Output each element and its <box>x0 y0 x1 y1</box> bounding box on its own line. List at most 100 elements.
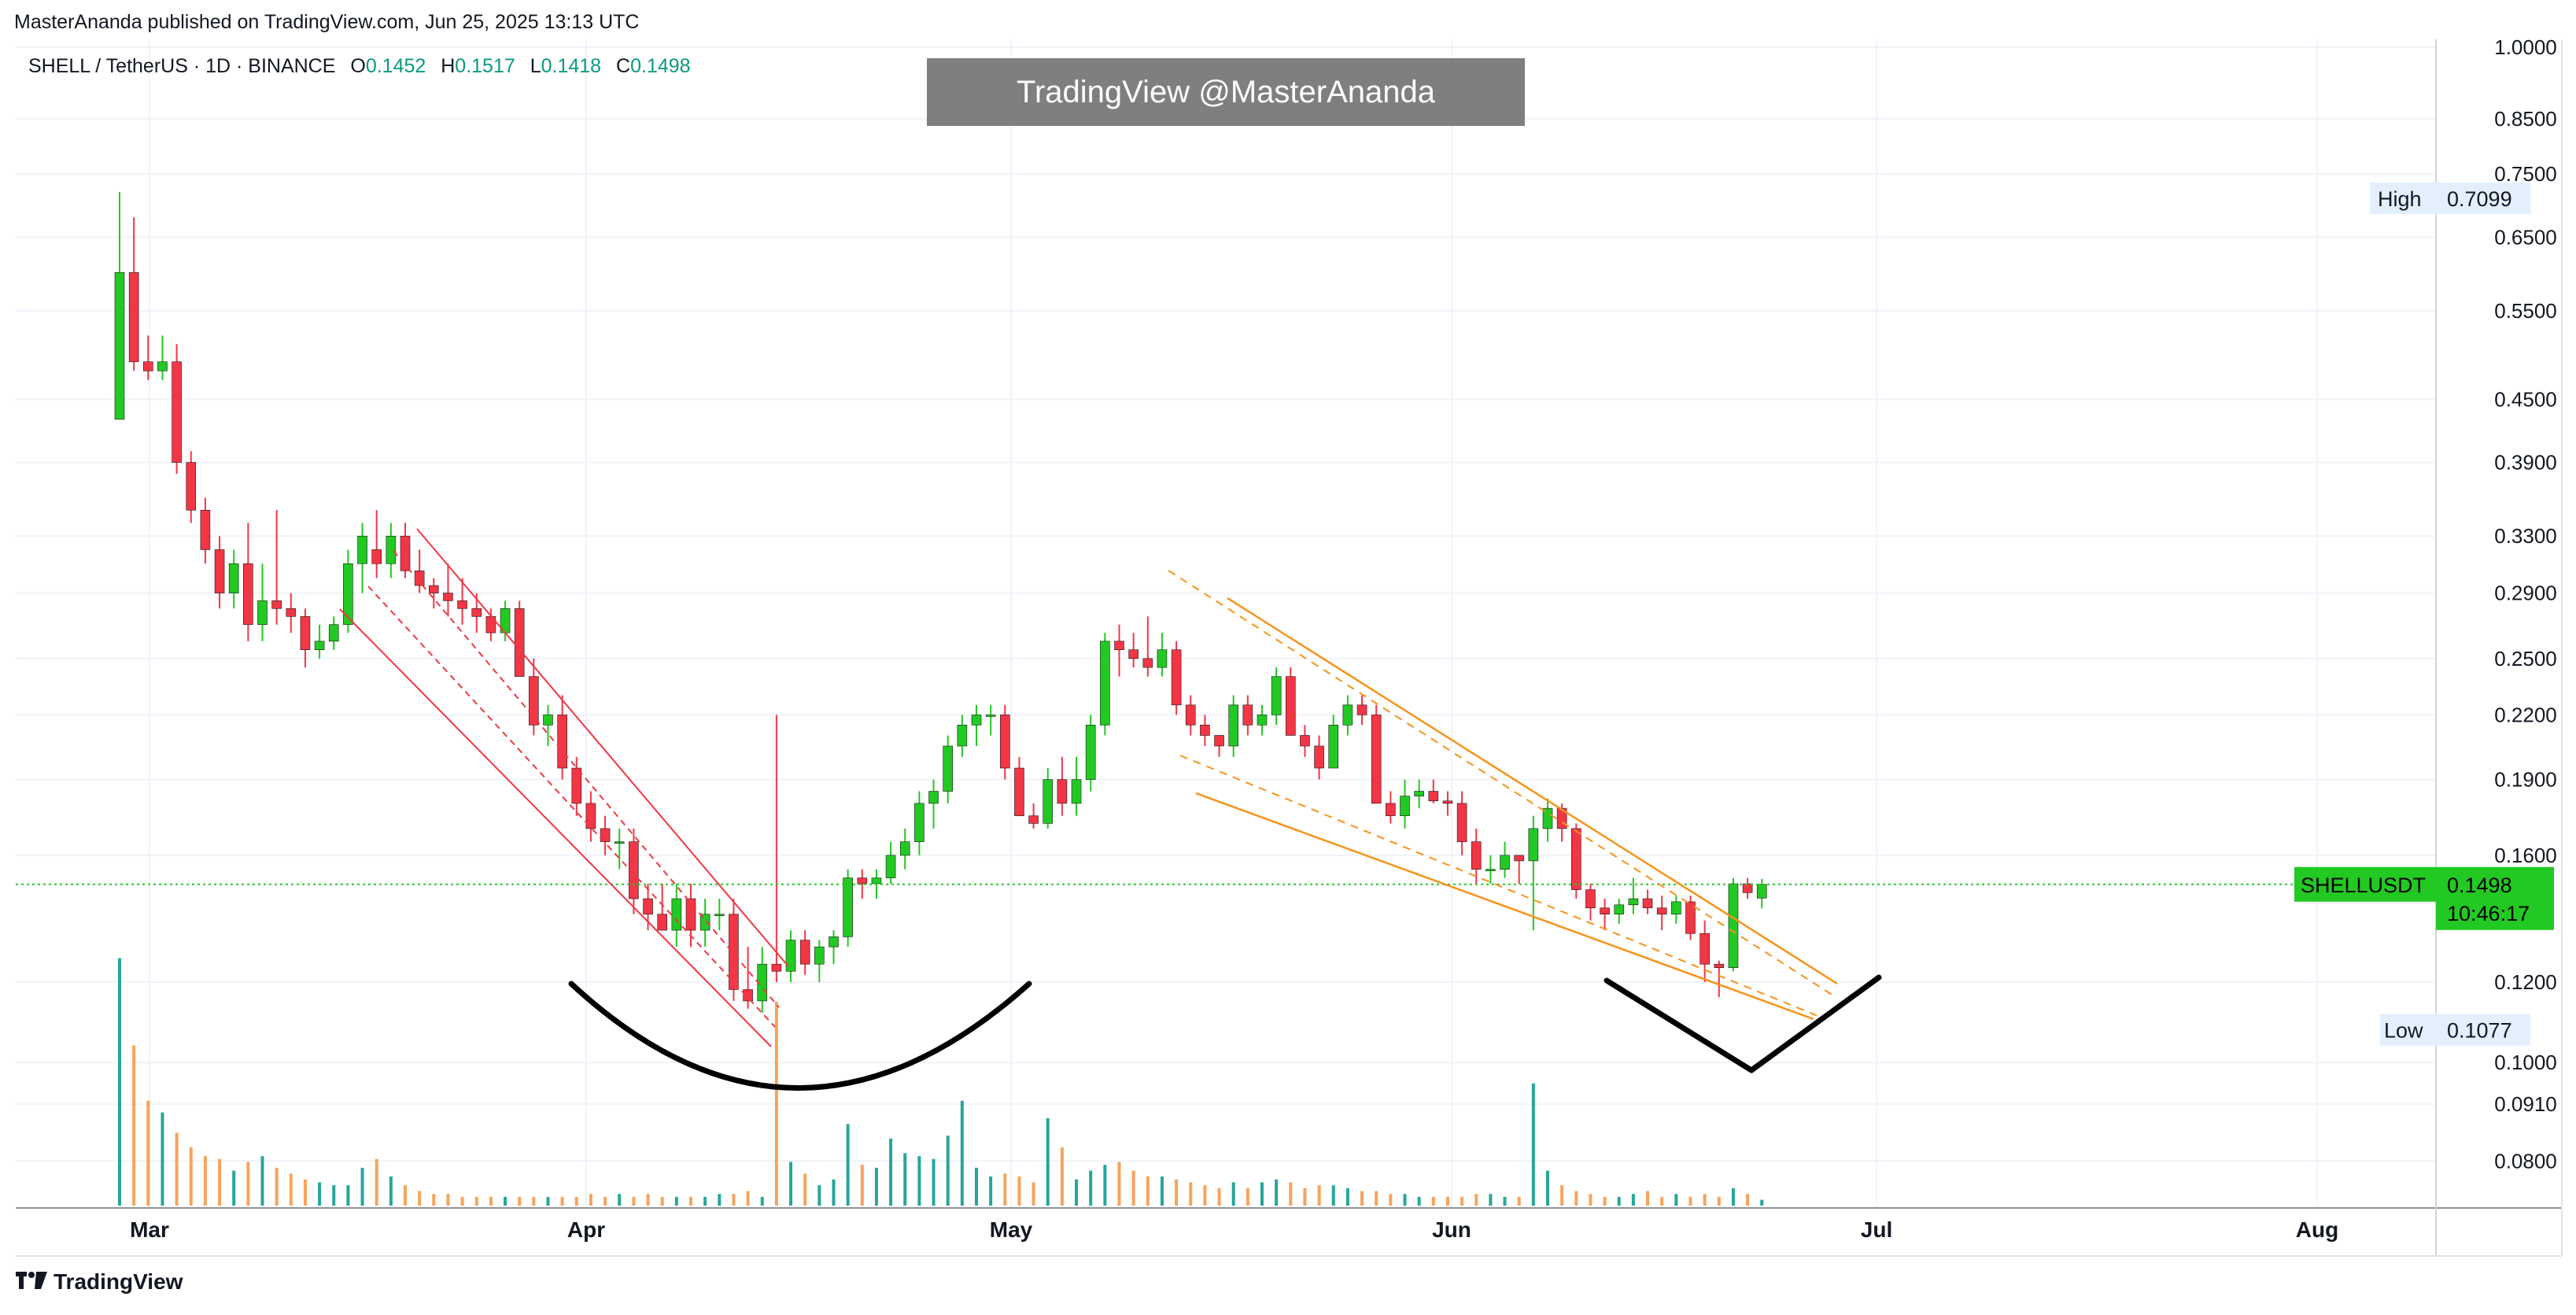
volume-bar <box>218 1158 222 1206</box>
candle-body <box>1171 649 1182 706</box>
candle-body <box>228 563 239 593</box>
candle-body <box>1428 791 1439 802</box>
candle-body <box>1471 841 1482 870</box>
volume-bar <box>489 1196 493 1206</box>
low-value: 0.1418 <box>541 55 602 77</box>
volume-bar <box>889 1138 893 1206</box>
price-tick-label: 0.2900 <box>2494 582 2557 605</box>
time-tick-label: Apr <box>567 1217 605 1242</box>
volume-bar <box>1331 1185 1335 1206</box>
volume-bar <box>1531 1083 1535 1206</box>
candle-body <box>629 841 639 899</box>
volume-bar <box>789 1162 793 1206</box>
volume-bar <box>618 1194 622 1206</box>
candle-body <box>343 563 353 625</box>
candle-body <box>457 600 467 609</box>
candle-body <box>799 940 810 965</box>
volume-bar <box>760 1196 764 1206</box>
open-value: 0.1452 <box>365 55 426 77</box>
volume-bar <box>960 1100 964 1206</box>
candle-body <box>1128 649 1139 659</box>
volume-bar <box>589 1194 592 1206</box>
candle-body <box>928 791 939 804</box>
volume-bar <box>1517 1196 1521 1206</box>
volume-bar <box>1203 1185 1207 1206</box>
volume-bar <box>646 1194 650 1206</box>
volume-bar <box>260 1156 264 1206</box>
candlesticks <box>114 192 1767 1013</box>
candle-body <box>1100 641 1110 726</box>
candle-body <box>1071 779 1082 804</box>
candle-body <box>1085 725 1096 780</box>
high-value: 0.7099 <box>2447 187 2512 211</box>
candle-body <box>243 563 253 625</box>
candle-body <box>328 624 339 642</box>
candle-body <box>657 914 668 931</box>
price-tick-label: 0.2200 <box>2494 703 2557 726</box>
volume-bar <box>460 1196 464 1206</box>
symbol-legend: SHELL / TetherUS · 1D · BINANCE O0.1452 … <box>28 55 691 78</box>
volume-bar <box>1075 1179 1079 1206</box>
volume-bar <box>1403 1194 1407 1206</box>
volume-bar <box>746 1191 750 1206</box>
volume-bar <box>603 1196 607 1206</box>
volume-bar <box>1617 1196 1621 1206</box>
price-tick-label: 0.1600 <box>2494 844 2557 867</box>
candle-body <box>1628 898 1639 906</box>
candle-body <box>186 462 197 511</box>
volume-bar <box>318 1182 322 1206</box>
price-tick-label: 0.7500 <box>2494 162 2557 186</box>
volume-bar <box>1046 1118 1050 1206</box>
candle-body <box>529 676 539 726</box>
volume-bar <box>660 1196 664 1206</box>
close-label: C <box>616 55 631 77</box>
volume-bar <box>175 1132 179 1206</box>
wedge-dashed-line <box>1179 755 1826 1020</box>
volume-bar <box>1560 1185 1564 1206</box>
volume-bar <box>1760 1199 1764 1206</box>
volume-bar <box>289 1173 293 1206</box>
volume-bar <box>632 1196 636 1206</box>
volume-bar <box>1217 1188 1221 1206</box>
price-tick-label: 0.3300 <box>2494 524 2557 548</box>
time-tick-label: Jun <box>1432 1217 1471 1242</box>
candle-body <box>1442 800 1453 804</box>
volume-bar <box>846 1124 850 1206</box>
symbol-name[interactable]: SHELL / TetherUS · 1D · BINANCE <box>28 55 336 77</box>
volume-bar <box>932 1158 936 1206</box>
volume-bar <box>832 1179 836 1206</box>
price-tick-label: 0.4500 <box>2494 387 2557 411</box>
volume-bar <box>560 1196 564 1206</box>
candle-body <box>571 767 582 804</box>
volume-bar <box>303 1179 307 1206</box>
candle-body <box>643 898 653 914</box>
candle-body <box>1257 715 1268 726</box>
candle-body <box>1057 779 1068 804</box>
candle-body <box>899 841 910 856</box>
candle-body <box>357 535 367 564</box>
tradingview-brand[interactable]: TradingView <box>16 1269 183 1295</box>
volume-bar <box>1303 1188 1307 1206</box>
volume-bar <box>1589 1194 1592 1206</box>
volume-bar <box>917 1156 921 1206</box>
candle-body <box>1699 933 1710 965</box>
rounded-bottom-curve <box>568 981 1032 1091</box>
volume-bar <box>1289 1182 1293 1206</box>
volume-bar <box>1631 1194 1635 1206</box>
candle-body <box>814 946 825 965</box>
volume-bar <box>389 1176 393 1206</box>
price-tick-label: 0.1200 <box>2494 970 2557 994</box>
high-label: H <box>441 55 456 77</box>
bar-countdown: 10:46:17 <box>2447 902 2530 925</box>
candle-body <box>857 877 868 885</box>
volume-bar <box>1703 1194 1707 1206</box>
candle-body <box>771 963 782 972</box>
candle-body <box>1614 904 1625 914</box>
candle-body <box>1114 641 1124 650</box>
candle-body <box>386 535 397 564</box>
time-tick-label: Aug <box>2296 1217 2338 1242</box>
low-value: 0.1077 <box>2447 1019 2512 1043</box>
volume-bar <box>774 1002 778 1206</box>
candle-body <box>1142 658 1153 668</box>
